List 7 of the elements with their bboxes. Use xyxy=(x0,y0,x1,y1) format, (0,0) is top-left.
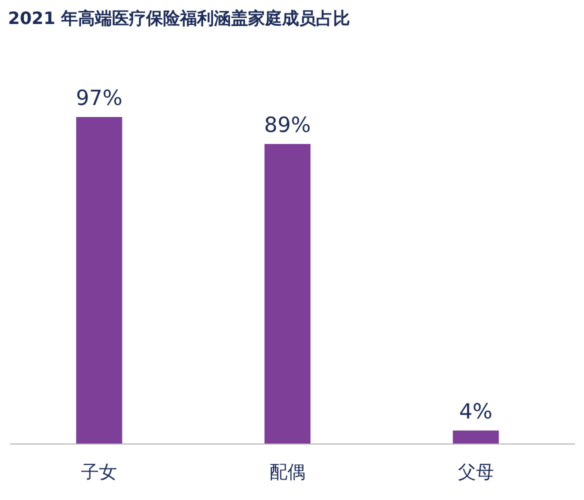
data-label: 4% xyxy=(459,400,492,424)
chart-title: 2021 年高端医疗保险福利涵盖家庭成员占比 xyxy=(8,8,350,29)
data-label: 97% xyxy=(76,86,123,110)
data-label: 89% xyxy=(264,112,311,137)
x-tick-label: 配偶 xyxy=(270,462,306,483)
x-tick-label: 子女 xyxy=(81,462,118,483)
x-tick-label: 父母 xyxy=(458,462,494,483)
